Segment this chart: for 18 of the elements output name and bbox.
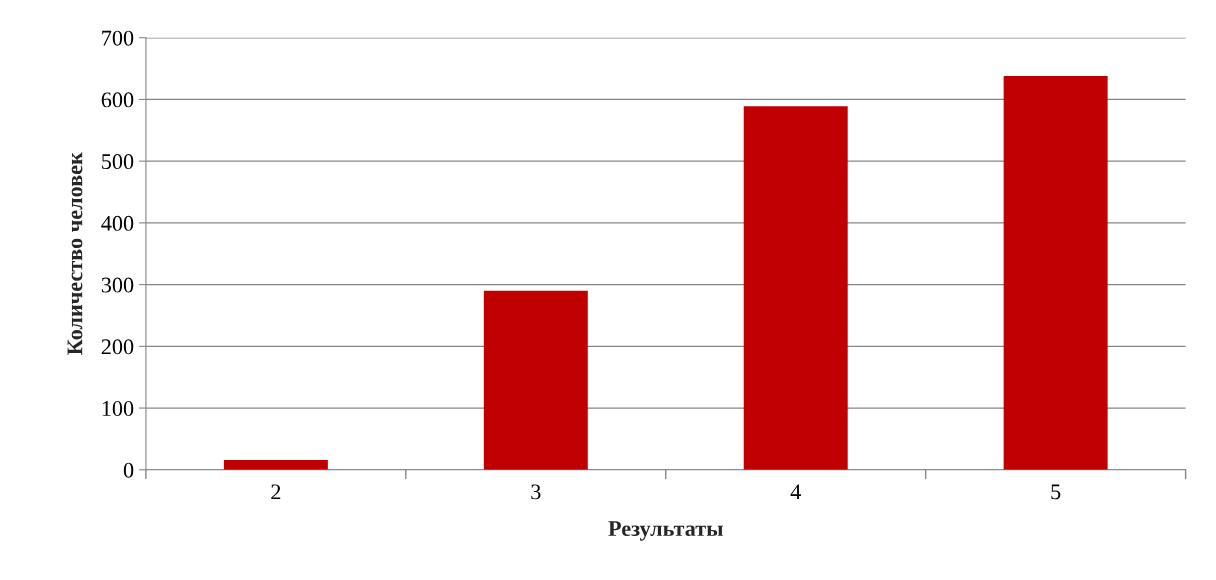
y-tick-label: 0 (123, 462, 134, 478)
y-axis-title: Количество человек (67, 152, 83, 355)
y-tick-label: 200 (101, 339, 134, 355)
x-axis-title: Результаты (608, 521, 723, 541)
bar (483, 290, 588, 470)
y-tick-label: 600 (101, 92, 134, 108)
bar (743, 106, 848, 470)
bar (223, 459, 328, 470)
bar (1003, 75, 1108, 470)
x-tick-label: 3 (531, 484, 541, 500)
y-tick-label: 700 (102, 30, 134, 46)
x-tick-label: 4 (790, 484, 801, 500)
y-tick-label: 300 (101, 277, 134, 293)
x-tick-label: 5 (1051, 484, 1061, 500)
y-tick-label: 100 (102, 401, 134, 416)
x-tick-label: 2 (271, 484, 281, 500)
y-tick-label: 400 (101, 215, 134, 231)
y-tick-label: 500 (102, 154, 134, 170)
